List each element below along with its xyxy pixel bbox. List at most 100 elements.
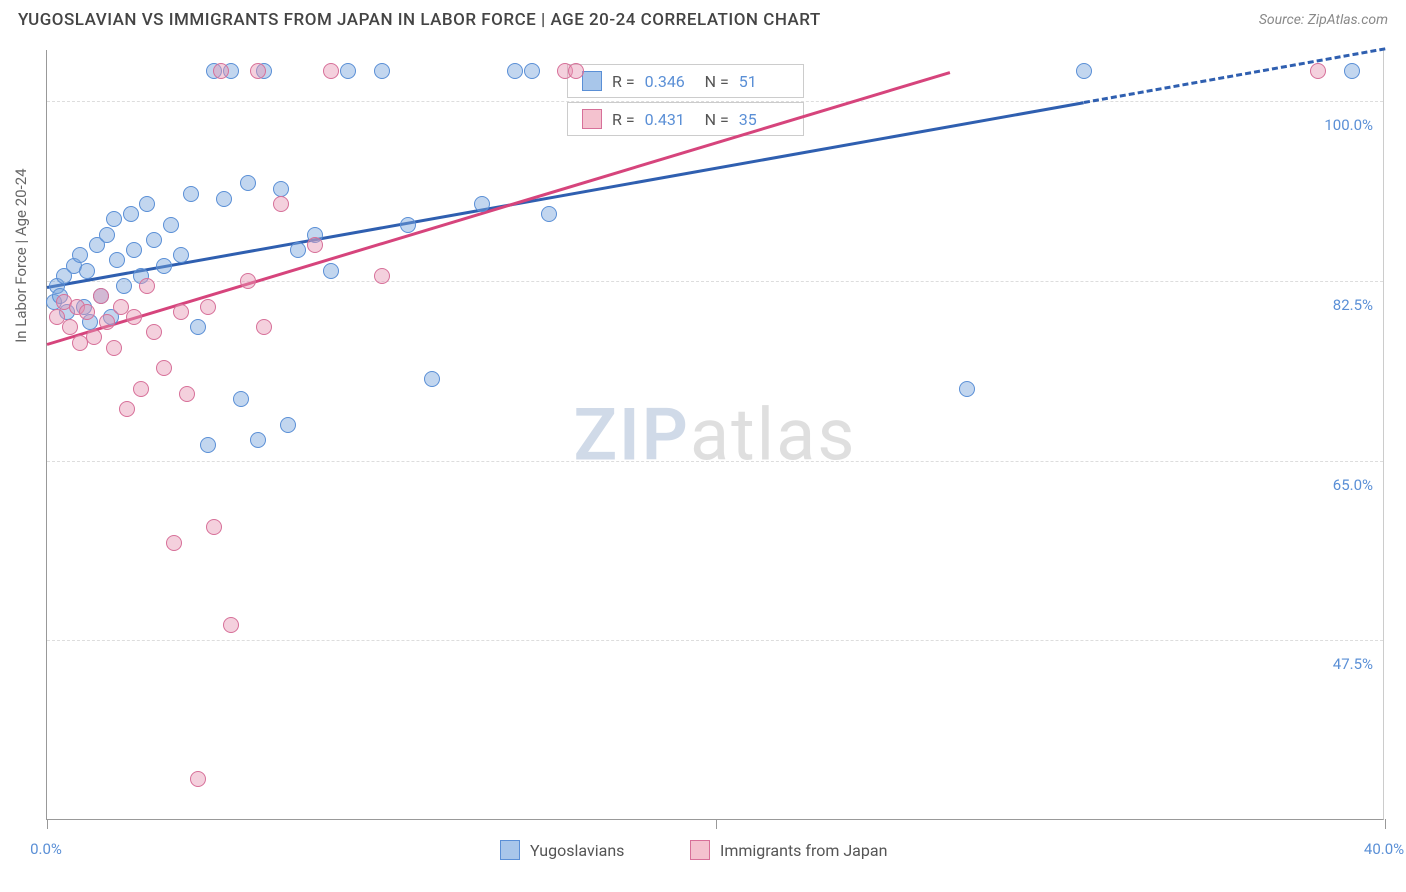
- x-tick: [716, 819, 717, 829]
- scatter-point: [280, 417, 296, 433]
- scatter-point: [273, 196, 289, 212]
- scatter-point: [126, 309, 142, 325]
- scatter-point: [93, 288, 109, 304]
- scatter-point: [156, 258, 172, 274]
- stats-n-label-2: N =: [705, 110, 729, 129]
- scatter-point: [62, 319, 78, 335]
- scatter-point: [106, 340, 122, 356]
- chart-title: YUGOSLAVIAN VS IMMIGRANTS FROM JAPAN IN …: [18, 10, 821, 30]
- x-tick: [47, 819, 48, 829]
- scatter-point: [139, 196, 155, 212]
- scatter-point: [507, 63, 523, 79]
- scatter-point: [250, 432, 266, 448]
- scatter-point: [250, 63, 266, 79]
- scatter-point: [156, 360, 172, 376]
- x-tick: [1385, 819, 1386, 829]
- watermark: ZIPatlas: [573, 392, 856, 477]
- watermark-part1: ZIP: [573, 392, 689, 477]
- gridline-h: [47, 640, 1383, 641]
- scatter-point: [86, 329, 102, 345]
- scatter-point: [474, 196, 490, 212]
- stats-r-label-2: R =: [612, 110, 635, 129]
- scatter-point: [72, 247, 88, 263]
- y-tick-label: 47.5%: [1333, 655, 1373, 673]
- scatter-point: [541, 206, 557, 222]
- scatter-point: [99, 227, 115, 243]
- scatter-point: [290, 242, 306, 258]
- source-attribution: Source: ZipAtlas.com: [1259, 12, 1388, 28]
- scatter-point: [190, 771, 206, 787]
- scatter-point: [146, 232, 162, 248]
- scatter-point: [200, 437, 216, 453]
- scatter-point: [106, 211, 122, 227]
- y-tick-label: 65.0%: [1333, 476, 1373, 494]
- scatter-point: [139, 278, 155, 294]
- legend-series2: Immigrants from Japan: [690, 840, 887, 860]
- scatter-point: [133, 381, 149, 397]
- stats-r-value-2: 0.431: [645, 110, 695, 129]
- scatter-point: [400, 217, 416, 233]
- scatter-point: [959, 381, 975, 397]
- scatter-point: [233, 391, 249, 407]
- scatter-point: [307, 237, 323, 253]
- gridline-h: [47, 101, 1383, 102]
- stats-swatch-2: [582, 109, 602, 129]
- scatter-point: [190, 319, 206, 335]
- scatter-point: [216, 191, 232, 207]
- scatter-point: [273, 181, 289, 197]
- scatter-point: [116, 278, 132, 294]
- scatter-plot-area: ZIPatlas R = 0.346 N = 51 R = 0.431 N = …: [46, 50, 1384, 820]
- legend-label-2: Immigrants from Japan: [720, 841, 887, 860]
- scatter-point: [240, 273, 256, 289]
- scatter-point: [109, 252, 125, 268]
- stats-n-label-1: N =: [705, 72, 729, 91]
- scatter-point: [1310, 63, 1326, 79]
- legend-swatch-2: [690, 840, 710, 860]
- scatter-point: [163, 217, 179, 233]
- scatter-point: [323, 263, 339, 279]
- scatter-point: [146, 324, 162, 340]
- scatter-point: [323, 63, 339, 79]
- scatter-point: [119, 401, 135, 417]
- scatter-point: [256, 319, 272, 335]
- scatter-point: [179, 386, 195, 402]
- legend-swatch-1: [500, 840, 520, 860]
- scatter-point: [200, 299, 216, 315]
- scatter-point: [123, 206, 139, 222]
- scatter-point: [374, 268, 390, 284]
- scatter-point: [173, 304, 189, 320]
- scatter-point: [166, 535, 182, 551]
- stats-n-value-1: 51: [739, 72, 789, 91]
- scatter-point: [99, 314, 115, 330]
- stats-n-value-2: 35: [739, 110, 789, 129]
- scatter-point: [79, 263, 95, 279]
- scatter-point: [183, 186, 199, 202]
- scatter-point: [206, 519, 222, 535]
- scatter-point: [524, 63, 540, 79]
- watermark-part2: atlas: [690, 392, 857, 477]
- trend-line-dashed: [1084, 48, 1386, 105]
- scatter-point: [173, 247, 189, 263]
- gridline-h: [47, 461, 1383, 462]
- stats-r-label-1: R =: [612, 72, 635, 91]
- scatter-point: [424, 371, 440, 387]
- stats-box-series2: R = 0.431 N = 35: [567, 102, 804, 136]
- legend-series1: Yugoslavians: [500, 840, 624, 860]
- y-axis-label: In Labor Force | Age 20-24: [12, 168, 30, 342]
- scatter-point: [223, 617, 239, 633]
- scatter-point: [568, 63, 584, 79]
- y-tick-label: 100.0%: [1324, 116, 1373, 134]
- stats-r-value-1: 0.346: [645, 72, 695, 91]
- legend-label-1: Yugoslavians: [530, 841, 624, 860]
- x-tick-label: 40.0%: [1364, 840, 1404, 858]
- stats-box-series1: R = 0.346 N = 51: [567, 64, 804, 98]
- scatter-point: [79, 304, 95, 320]
- scatter-point: [1344, 63, 1360, 79]
- y-tick-label: 82.5%: [1333, 296, 1373, 314]
- scatter-point: [213, 63, 229, 79]
- trend-line: [47, 101, 1084, 289]
- scatter-point: [374, 63, 390, 79]
- scatter-point: [340, 63, 356, 79]
- scatter-point: [240, 175, 256, 191]
- stats-swatch-1: [582, 71, 602, 91]
